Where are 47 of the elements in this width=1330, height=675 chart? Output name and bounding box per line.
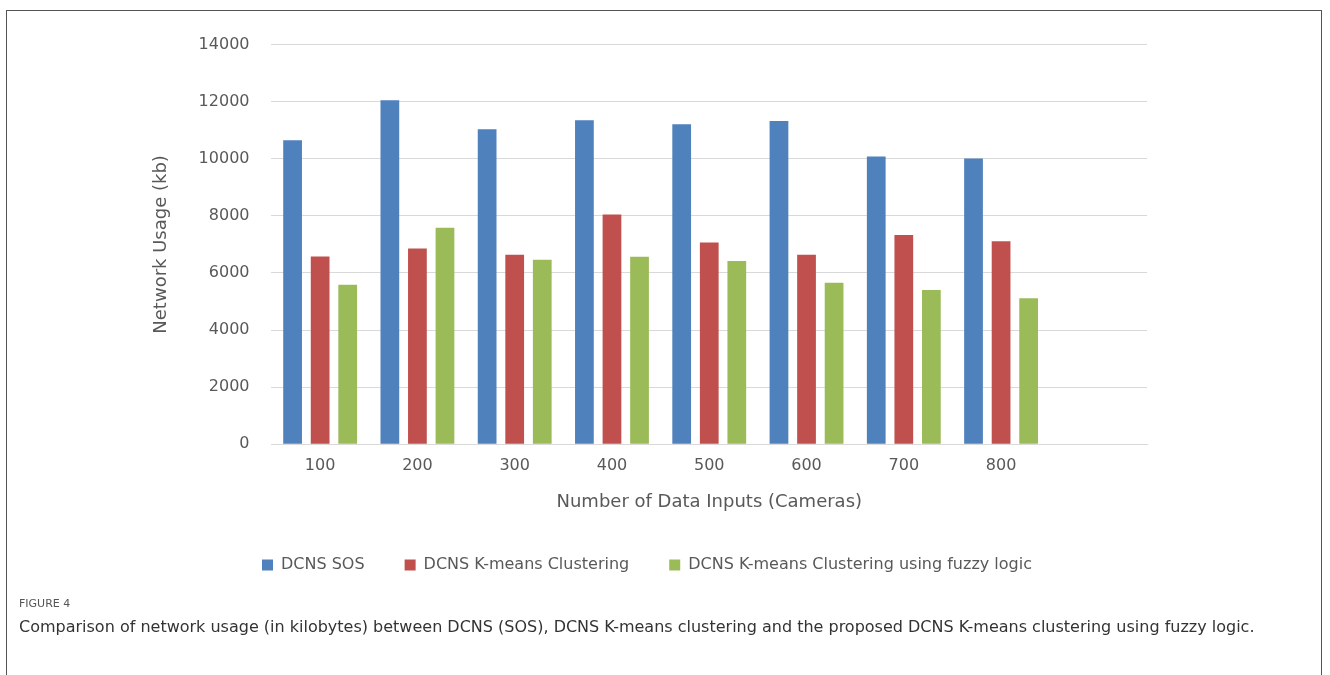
- legend-label: DCNS SOS: [281, 554, 365, 574]
- x-tick-label: 500: [693, 454, 725, 474]
- bar: [922, 290, 941, 444]
- bar: [602, 214, 622, 444]
- bar: [699, 242, 719, 444]
- bar: [964, 158, 983, 444]
- bar: [338, 284, 358, 444]
- bar: [1019, 298, 1039, 444]
- x-tick-label: 800: [985, 454, 1017, 474]
- bar: [283, 140, 302, 444]
- bar: [727, 260, 747, 444]
- y-tick-label: 8000: [208, 205, 250, 225]
- y-tick-label: 6000: [208, 262, 250, 282]
- x-tick-label: 600: [791, 454, 822, 474]
- caption: FIGURE 4: [19, 597, 71, 610]
- x-tick-label: 400: [596, 454, 628, 474]
- bar: [435, 227, 455, 444]
- bar: [575, 120, 594, 444]
- bar: [797, 254, 816, 444]
- y-tick-label: 0: [239, 433, 250, 453]
- bar: [310, 256, 330, 444]
- y-tick-label: 4000: [208, 319, 250, 339]
- bar: [894, 234, 914, 444]
- x-tick-label: 300: [499, 454, 530, 474]
- y-axis-title: Network Usage (kb): [149, 155, 171, 334]
- bar: [769, 121, 789, 444]
- x-tick-label: 200: [402, 454, 433, 474]
- bar: [630, 256, 649, 444]
- bar: [532, 259, 552, 444]
- bar: [380, 100, 400, 444]
- x-axis-title: Number of Data Inputs (Cameras): [556, 489, 863, 511]
- x-tick-label: 100: [304, 454, 336, 474]
- x-tick-label: 700: [888, 454, 920, 474]
- bar: [672, 124, 692, 444]
- bar: [866, 156, 886, 444]
- bar: [824, 282, 844, 444]
- y-tick-label: 12000: [198, 90, 250, 110]
- legend-label: DCNS K-means Clustering: [423, 554, 630, 574]
- y-tick-label: 14000: [198, 33, 250, 53]
- legend-label: DCNS K-means Clustering using fuzzy logic: [688, 554, 1032, 574]
- bar: [505, 254, 525, 444]
- bar: [408, 248, 427, 444]
- bar: [477, 129, 497, 444]
- text: Comparison of network usage (in kilobytes) between DCNS (SOS), DCNS K-means clustering and the proposed DCNS K-means clustering using fuzzy logic.: [19, 616, 1256, 638]
- y-tick-label: 10000: [198, 147, 250, 167]
- bar: [991, 241, 1011, 444]
- y-tick-label: 2000: [208, 376, 250, 396]
